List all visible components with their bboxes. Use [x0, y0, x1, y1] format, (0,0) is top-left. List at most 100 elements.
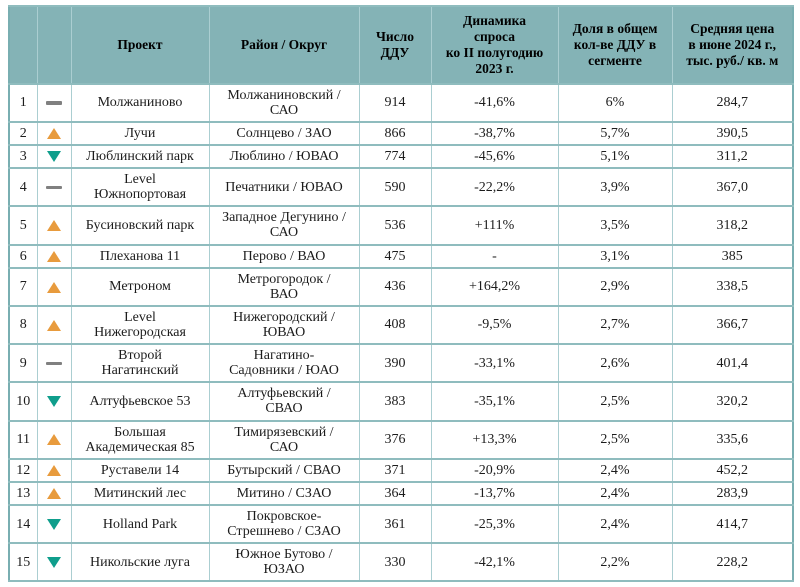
header-ddu-count: Число ДДУ — [358, 5, 432, 85]
header-demand-dynamics: Динамика спроса ко II полугодию 2023 г. — [430, 5, 559, 85]
price-cell: 414,7 — [671, 503, 794, 545]
dynamics-cell: -22,2% — [430, 167, 559, 208]
trend-cell — [36, 243, 72, 269]
project-cell: Алтуфьевское 53 — [70, 381, 210, 422]
ddu-cell: 390 — [358, 343, 432, 384]
price-cell: 338,5 — [671, 266, 794, 307]
dynamics-cell: - — [430, 243, 559, 269]
dynamics-cell: -42,1% — [430, 542, 559, 583]
trend-cell — [36, 144, 72, 170]
table-row: 2 Лучи Солнцево / ЗАО 866 -38,7% 5,7% 390,5 — [8, 120, 794, 147]
trend-up-arrow-icon — [47, 250, 61, 262]
rank-cell: 10 — [8, 381, 38, 422]
ddu-cell: 590 — [358, 167, 432, 208]
table-header: Проект Район / Округ Число ДДУ Динамика … — [8, 5, 794, 85]
table-row: 10 Алтуфьевское 53 Алтуфьевский / СВАО 383-… — [8, 381, 794, 422]
rank-cell: 1 — [8, 82, 38, 123]
trend-cell — [36, 304, 72, 346]
trend-cell — [36, 167, 72, 208]
dynamics-cell: -41,6% — [430, 82, 559, 123]
price-cell: 320,2 — [671, 381, 794, 422]
dynamics-cell: -35,1% — [430, 381, 559, 422]
price-cell: 311,2 — [671, 144, 794, 170]
trend-up-arrow-icon — [47, 488, 61, 500]
trend-down-arrow-icon — [47, 151, 61, 163]
district-cell: Люблино / ЮВАО — [208, 144, 360, 170]
share-cell: 5,7% — [557, 120, 673, 147]
table-row: 13 Митинский лес Митино / СЗАО 364 -13,7% 2,4… — [8, 480, 794, 506]
trend-cell — [36, 82, 72, 123]
table-row: 15 Никольские луга Южное Бутово / ЮЗАО 330-… — [8, 542, 794, 583]
ddu-cell: 376 — [358, 419, 432, 460]
table-row: 14 Holland Park Покровское- Стрешнево / СЗ… — [8, 503, 794, 545]
project-cell: Level Нижегородская — [70, 304, 210, 346]
district-cell: Митино / СЗАО — [208, 480, 360, 506]
table-row: 8 Level Нижегородская Нижегородский / ЮВАО… — [8, 304, 794, 346]
trend-cell — [36, 120, 72, 147]
trend-cell — [36, 480, 72, 506]
share-cell: 3,5% — [557, 205, 673, 246]
header-segment-share: Доля в общем кол-ве ДДУ в сегменте — [557, 5, 673, 85]
project-cell: Никольские луга — [70, 542, 210, 583]
price-cell: 367,0 — [671, 167, 794, 208]
dynamics-cell: -13,7% — [430, 480, 559, 506]
price-cell: 452,2 — [671, 457, 794, 483]
district-cell: Бутырский / СВАО — [208, 457, 360, 483]
ddu-cell: 361 — [358, 503, 432, 545]
price-cell: 318,2 — [671, 205, 794, 246]
rank-cell: 8 — [8, 304, 38, 346]
rank-cell: 2 — [8, 120, 38, 147]
district-cell: Южное Бутово / ЮЗАО — [208, 542, 360, 583]
price-cell: 366,7 — [671, 304, 794, 346]
share-cell: 6% — [557, 82, 673, 123]
price-cell: 401,4 — [671, 343, 794, 384]
table-row: 7 Метроном Метрогородок / ВАО 436 +164,2% 2,9… — [8, 266, 794, 307]
ddu-cell: 371 — [358, 457, 432, 483]
project-cell: Level Южнопортовая — [70, 167, 210, 208]
trend-up-arrow-icon — [47, 319, 61, 331]
share-cell: 2,7% — [557, 304, 673, 346]
trend-same-dash-icon — [46, 185, 62, 190]
project-cell: Молжаниново — [70, 82, 210, 123]
dynamics-cell: -25,3% — [430, 503, 559, 545]
rank-cell: 4 — [8, 167, 38, 208]
project-cell: Люблинский парк — [70, 144, 210, 170]
district-cell: Молжаниновский / САО — [208, 82, 360, 123]
share-cell: 2,6% — [557, 343, 673, 384]
trend-cell — [36, 419, 72, 460]
ddu-cell: 436 — [358, 266, 432, 307]
trend-up-arrow-icon — [47, 281, 61, 293]
table-row: 9 Второй Нагатинский Нагатино- Садовники /… — [8, 343, 794, 384]
trend-same-dash-icon — [46, 361, 62, 366]
share-cell: 2,2% — [557, 542, 673, 583]
ddu-cell: 774 — [358, 144, 432, 170]
header-rank — [8, 5, 38, 85]
district-cell: Покровское- Стрешнево / СЗАО — [208, 503, 360, 545]
table-row: 5 Бусиновский парк Западное Дегунино / САО… — [8, 205, 794, 246]
share-cell: 2,9% — [557, 266, 673, 307]
dynamics-cell: -20,9% — [430, 457, 559, 483]
share-cell: 2,5% — [557, 381, 673, 422]
dynamics-cell: +111% — [430, 205, 559, 246]
share-cell: 2,5% — [557, 419, 673, 460]
district-cell: Западное Дегунино / САО — [208, 205, 360, 246]
rank-cell: 13 — [8, 480, 38, 506]
district-cell: Перово / ВАО — [208, 243, 360, 269]
trend-cell — [36, 381, 72, 422]
trend-up-arrow-icon — [47, 465, 61, 477]
trend-down-arrow-icon — [47, 518, 61, 530]
trend-cell — [36, 266, 72, 307]
project-cell: Руставели 14 — [70, 457, 210, 483]
table-row: 1 Молжаниново Молжаниновский / САО 914 -41,6… — [8, 82, 794, 123]
trend-cell — [36, 205, 72, 246]
dynamics-cell: +164,2% — [430, 266, 559, 307]
district-cell: Печатники / ЮВАО — [208, 167, 360, 208]
project-cell: Большая Академическая 85 — [70, 419, 210, 460]
trend-cell — [36, 542, 72, 583]
trend-cell — [36, 343, 72, 384]
price-cell: 284,7 — [671, 82, 794, 123]
trend-up-arrow-icon — [47, 220, 61, 232]
header-district: Район / Округ — [208, 5, 360, 85]
ddu-cell: 408 — [358, 304, 432, 346]
district-cell: Нагатино- Садовники / ЮАО — [208, 343, 360, 384]
